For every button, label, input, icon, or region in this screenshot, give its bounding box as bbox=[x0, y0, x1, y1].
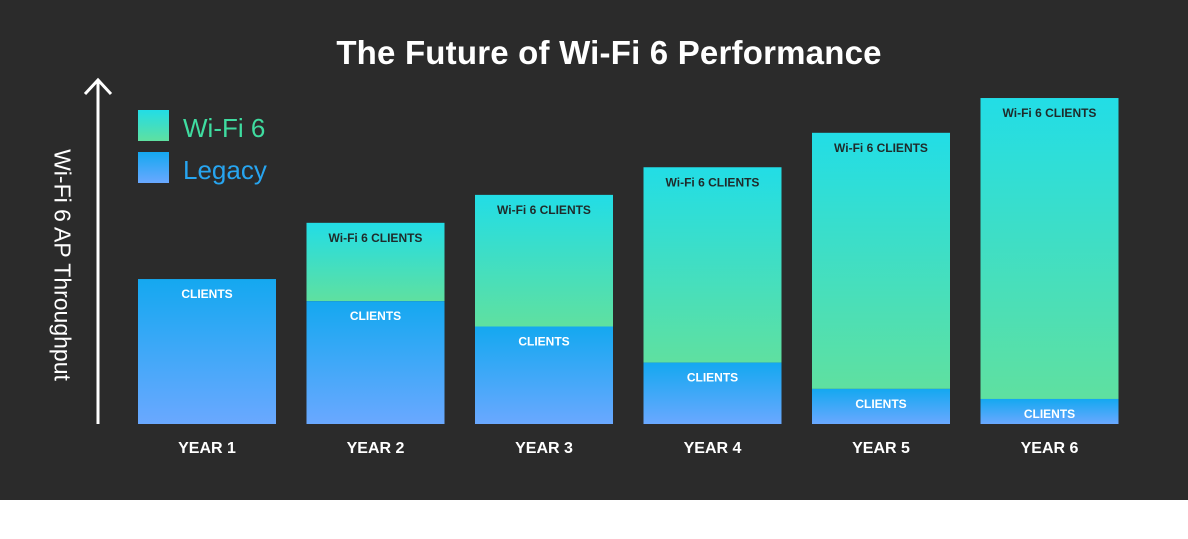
bar-wifi6-year-5 bbox=[812, 132, 950, 389]
bar-label-legacy-year-2: CLIENTS bbox=[350, 309, 401, 323]
bar-chart: CLIENTS Wi-Fi 6 CLIENTS CLIENTS Wi-Fi 6 CLI… bbox=[83, 77, 1119, 457]
bar-legacy-year-2 bbox=[306, 301, 445, 424]
y-axis-arrow bbox=[83, 77, 113, 424]
legend-swatch-legacy bbox=[138, 152, 169, 183]
bar-label-legacy-year-5: CLIENTS bbox=[855, 397, 906, 411]
x-tick-label-year-5: YEAR 5 bbox=[852, 440, 910, 457]
bar-label-legacy-year-1: CLIENTS bbox=[181, 287, 232, 301]
x-tick-label-year-4: YEAR 4 bbox=[684, 440, 742, 457]
x-tick-label-year-6: YEAR 6 bbox=[1021, 440, 1079, 457]
x-tick-label-year-3: YEAR 3 bbox=[515, 440, 573, 457]
bar-label-wifi6-year-4: Wi-Fi 6 CLIENTS bbox=[666, 175, 760, 189]
legend-label-wifi6: Wi-Fi 6 bbox=[183, 113, 266, 143]
legend-swatch-wifi6 bbox=[138, 110, 169, 141]
bar-label-wifi6-year-5: Wi-Fi 6 CLIENTS bbox=[834, 141, 928, 155]
bar-wifi6-year-3 bbox=[475, 194, 613, 327]
bar-label-wifi6-year-6: Wi-Fi 6 CLIENTS bbox=[1003, 106, 1097, 120]
bar-legacy-year-4 bbox=[643, 362, 782, 424]
bar-label-legacy-year-4: CLIENTS bbox=[687, 371, 738, 385]
bar-legacy-year-3 bbox=[475, 326, 613, 424]
bar-label-wifi6-year-2: Wi-Fi 6 CLIENTS bbox=[329, 231, 423, 245]
bar-legacy-year-1 bbox=[138, 279, 276, 424]
bar-wifi6-year-4 bbox=[643, 167, 782, 363]
bar-wifi6-year-2 bbox=[306, 222, 445, 302]
x-tick-label-year-2: YEAR 2 bbox=[347, 440, 405, 457]
bar-label-legacy-year-3: CLIENTS bbox=[518, 335, 569, 349]
chart-title: The Future of Wi-Fi 6 Performance bbox=[336, 34, 882, 71]
bar-wifi6-year-6 bbox=[980, 98, 1119, 399]
bars-layer: CLIENTS Wi-Fi 6 CLIENTS CLIENTS Wi-Fi 6 CLI… bbox=[138, 98, 1119, 424]
bar-legacy-year-6 bbox=[980, 398, 1119, 424]
bar-label-legacy-year-6: CLIENTS bbox=[1024, 407, 1075, 421]
x-axis-ticks: YEAR 1 YEAR 2 YEAR 3 YEAR 4 YEAR 5 YEAR 6 bbox=[178, 440, 1078, 457]
bar-label-wifi6-year-3: Wi-Fi 6 CLIENTS bbox=[497, 203, 591, 217]
bar-legacy-year-5 bbox=[812, 388, 950, 424]
legend-label-legacy: Legacy bbox=[183, 155, 267, 185]
x-tick-label-year-1: YEAR 1 bbox=[178, 440, 236, 457]
